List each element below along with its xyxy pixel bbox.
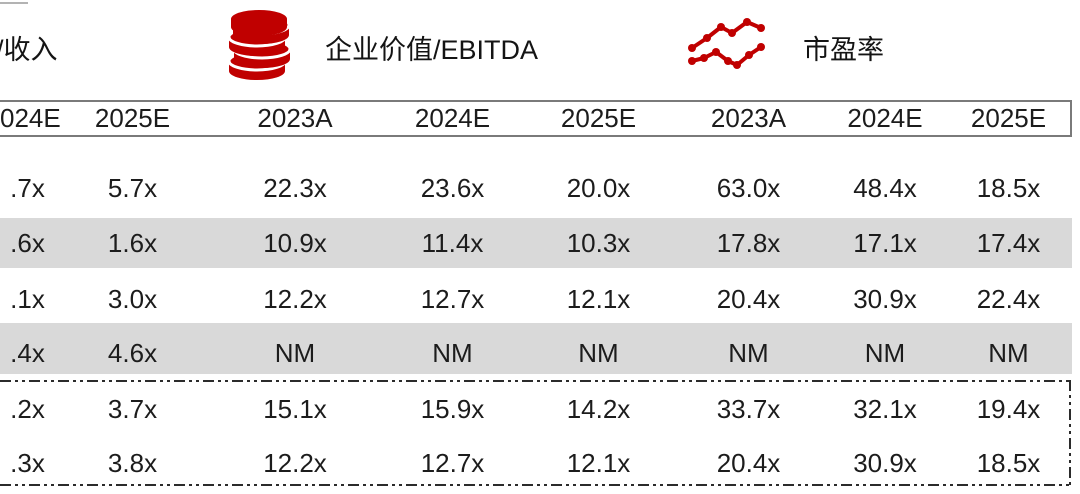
column-header-6: 2023A [710,103,787,133]
column-header-1: 024E [0,103,61,133]
value-cell: 32.1x [853,394,917,424]
value-cell: NM [728,338,769,368]
value-cell: 33.7x [716,394,781,424]
value-cell: 22.3x [263,173,327,203]
coins-icon [227,10,291,80]
value-cell: NM [432,338,473,368]
value-cell: 12.2x [263,284,327,314]
group-label-ev-ebitda: 企业价值/EBITDA [325,35,539,65]
value-cell: .2x [10,394,45,424]
value-cell: .3x [10,448,45,478]
value-cell: 23.6x [420,173,485,203]
dash-box-top-border [0,380,1072,382]
value-cell: 12.7x [420,448,485,478]
value-cell: .7x [10,173,45,203]
column-header-4: 2024E [414,103,491,133]
value-cell: 15.9x [420,394,485,424]
value-cell: 14.2x [566,394,631,424]
value-cell: 12.1x [566,284,631,314]
column-header-8: 2025E [970,103,1047,133]
table-row: .1x 3.0x 12.2x 12.7x 12.1x 20.4x 30.9x 2… [0,268,1072,323]
value-cell: 18.5x [976,173,1041,203]
value-cell: NM [578,338,619,368]
value-cell: 18.5x [976,448,1041,478]
value-cell: 63.0x [716,173,781,203]
table-row: .7x 5.7x 22.3x 23.6x 20.0x 63.0x 48.4x 1… [0,137,1072,218]
value-cell: .1x [10,284,45,314]
value-cell: NM [988,338,1029,368]
value-cell: 17.1x [853,227,917,258]
column-header-2: 2025E [94,103,171,133]
line-chart-icon [688,18,765,69]
value-cell: 11.4x [421,227,484,258]
value-cell: 48.4x [853,173,917,203]
value-cell: 20.4x [716,448,781,478]
cropped-edge-line [0,2,28,4]
table-header-row: 024E 2025E 2023A 2024E 2025E 2023A 2024E… [0,100,1072,137]
value-cell: 3.7x [107,394,158,424]
value-cell: NM [274,338,316,368]
value-cell: 12.2x [263,448,327,478]
value-cell: 12.1x [566,448,631,478]
dash-box-right-border [1069,380,1071,486]
value-cell: 3.8x [107,448,158,478]
value-cell: 22.4x [976,284,1041,314]
table-row-summary: .2x 3.7x 15.1x 15.9x 14.2x 33.7x 32.1x 1… [0,382,1072,437]
column-header-3: 2023A [257,103,333,133]
value-cell: 1.6x [107,227,158,258]
column-header-7: 2024E [847,103,923,133]
value-cell: 30.9x [853,284,917,314]
value-cell: 10.3x [566,227,631,258]
group-label-ev-revenue: /收入 [0,35,58,65]
value-cell: .4x [10,338,45,368]
value-cell: 4.6x [107,338,158,368]
value-cell: 12.7x [420,284,485,314]
value-cell: 30.9x [853,448,917,478]
value-cell: 3.0x [107,284,158,314]
column-header-5: 2025E [560,103,637,133]
value-cell: 15.1x [263,394,327,424]
table-row-shaded: .4x 4.6x NM NM NM NM NM NM [0,323,1072,374]
dash-box-bottom-border [0,484,1072,486]
table-row-summary: .3x 3.8x 12.2x 12.7x 12.1x 20.4x 30.9x 1… [0,437,1072,484]
table-body: .7x 5.7x 22.3x 23.6x 20.0x 63.0x 48.4x 1… [0,137,1072,484]
value-cell: .6x [10,227,45,258]
value-cell: 20.4x [716,284,781,314]
group-label-pe: 市盈率 [803,35,884,65]
value-cell: 5.7x [107,173,158,203]
table-row-shaded: .6x 1.6x 10.9x 11.4x 10.3x 17.8x 17.1x 1… [0,218,1072,268]
value-cell: 20.0x [566,173,631,203]
value-cell: 19.4x [976,394,1041,424]
value-cell: 10.9x [263,227,327,258]
value-cell: 17.4x [976,227,1041,258]
value-cell: 17.8x [716,227,781,258]
value-cell: NM [864,338,906,368]
